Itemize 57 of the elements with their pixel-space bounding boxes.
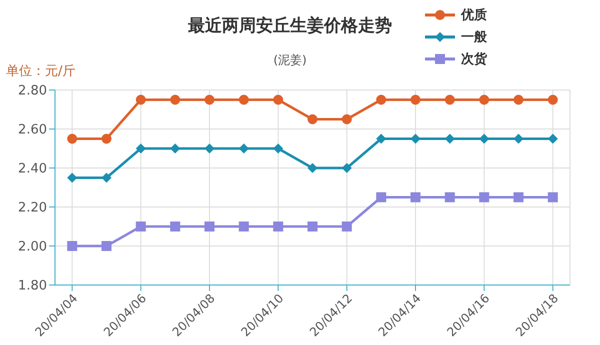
point (444, 94, 455, 105)
point (67, 134, 78, 144)
point (410, 134, 420, 144)
chart-title: 最近两周安丘生姜价格走势 (188, 16, 392, 36)
point (238, 94, 249, 105)
point (410, 192, 420, 202)
point (67, 172, 78, 183)
y-axis-title: 单位：元/斤 (6, 63, 76, 80)
point (514, 134, 524, 144)
point (136, 222, 146, 232)
point (308, 222, 318, 232)
point (479, 134, 490, 144)
legend-label: 优质 (461, 7, 487, 24)
point (376, 192, 386, 202)
point (410, 94, 420, 105)
point (273, 144, 284, 154)
point (170, 94, 180, 105)
point (102, 241, 112, 251)
point (67, 241, 78, 251)
y-tick-label: 1.80 (18, 278, 47, 294)
point (479, 192, 490, 202)
y-tick-label: 2.20 (18, 200, 47, 216)
point (548, 134, 558, 144)
point (238, 144, 249, 154)
point (308, 114, 318, 124)
point (444, 134, 455, 144)
chart-subtitle: (泥姜) (273, 53, 307, 67)
point (444, 192, 455, 202)
point (376, 94, 386, 105)
point (342, 222, 352, 232)
point (548, 192, 558, 202)
point (376, 134, 386, 144)
point (204, 144, 214, 154)
point (136, 144, 146, 154)
point (273, 94, 284, 105)
point (308, 163, 318, 173)
point (170, 222, 180, 232)
point (102, 172, 112, 183)
point (170, 144, 180, 154)
point (204, 94, 214, 105)
legend-label: 一般 (461, 29, 487, 46)
y-tick-label: 2.80 (18, 84, 47, 99)
point (514, 94, 524, 105)
point (102, 134, 112, 144)
point (479, 94, 490, 105)
y-tick-label: 2.60 (18, 122, 47, 138)
point (136, 94, 146, 105)
point (238, 222, 249, 232)
point (342, 163, 352, 173)
point (273, 222, 284, 232)
legend-label: 次货 (461, 51, 487, 68)
y-tick-label: 2.40 (18, 162, 47, 177)
y-tick-label: 2.00 (18, 240, 47, 255)
point (204, 222, 214, 232)
point (514, 192, 524, 202)
point (342, 114, 352, 124)
point (548, 94, 558, 105)
